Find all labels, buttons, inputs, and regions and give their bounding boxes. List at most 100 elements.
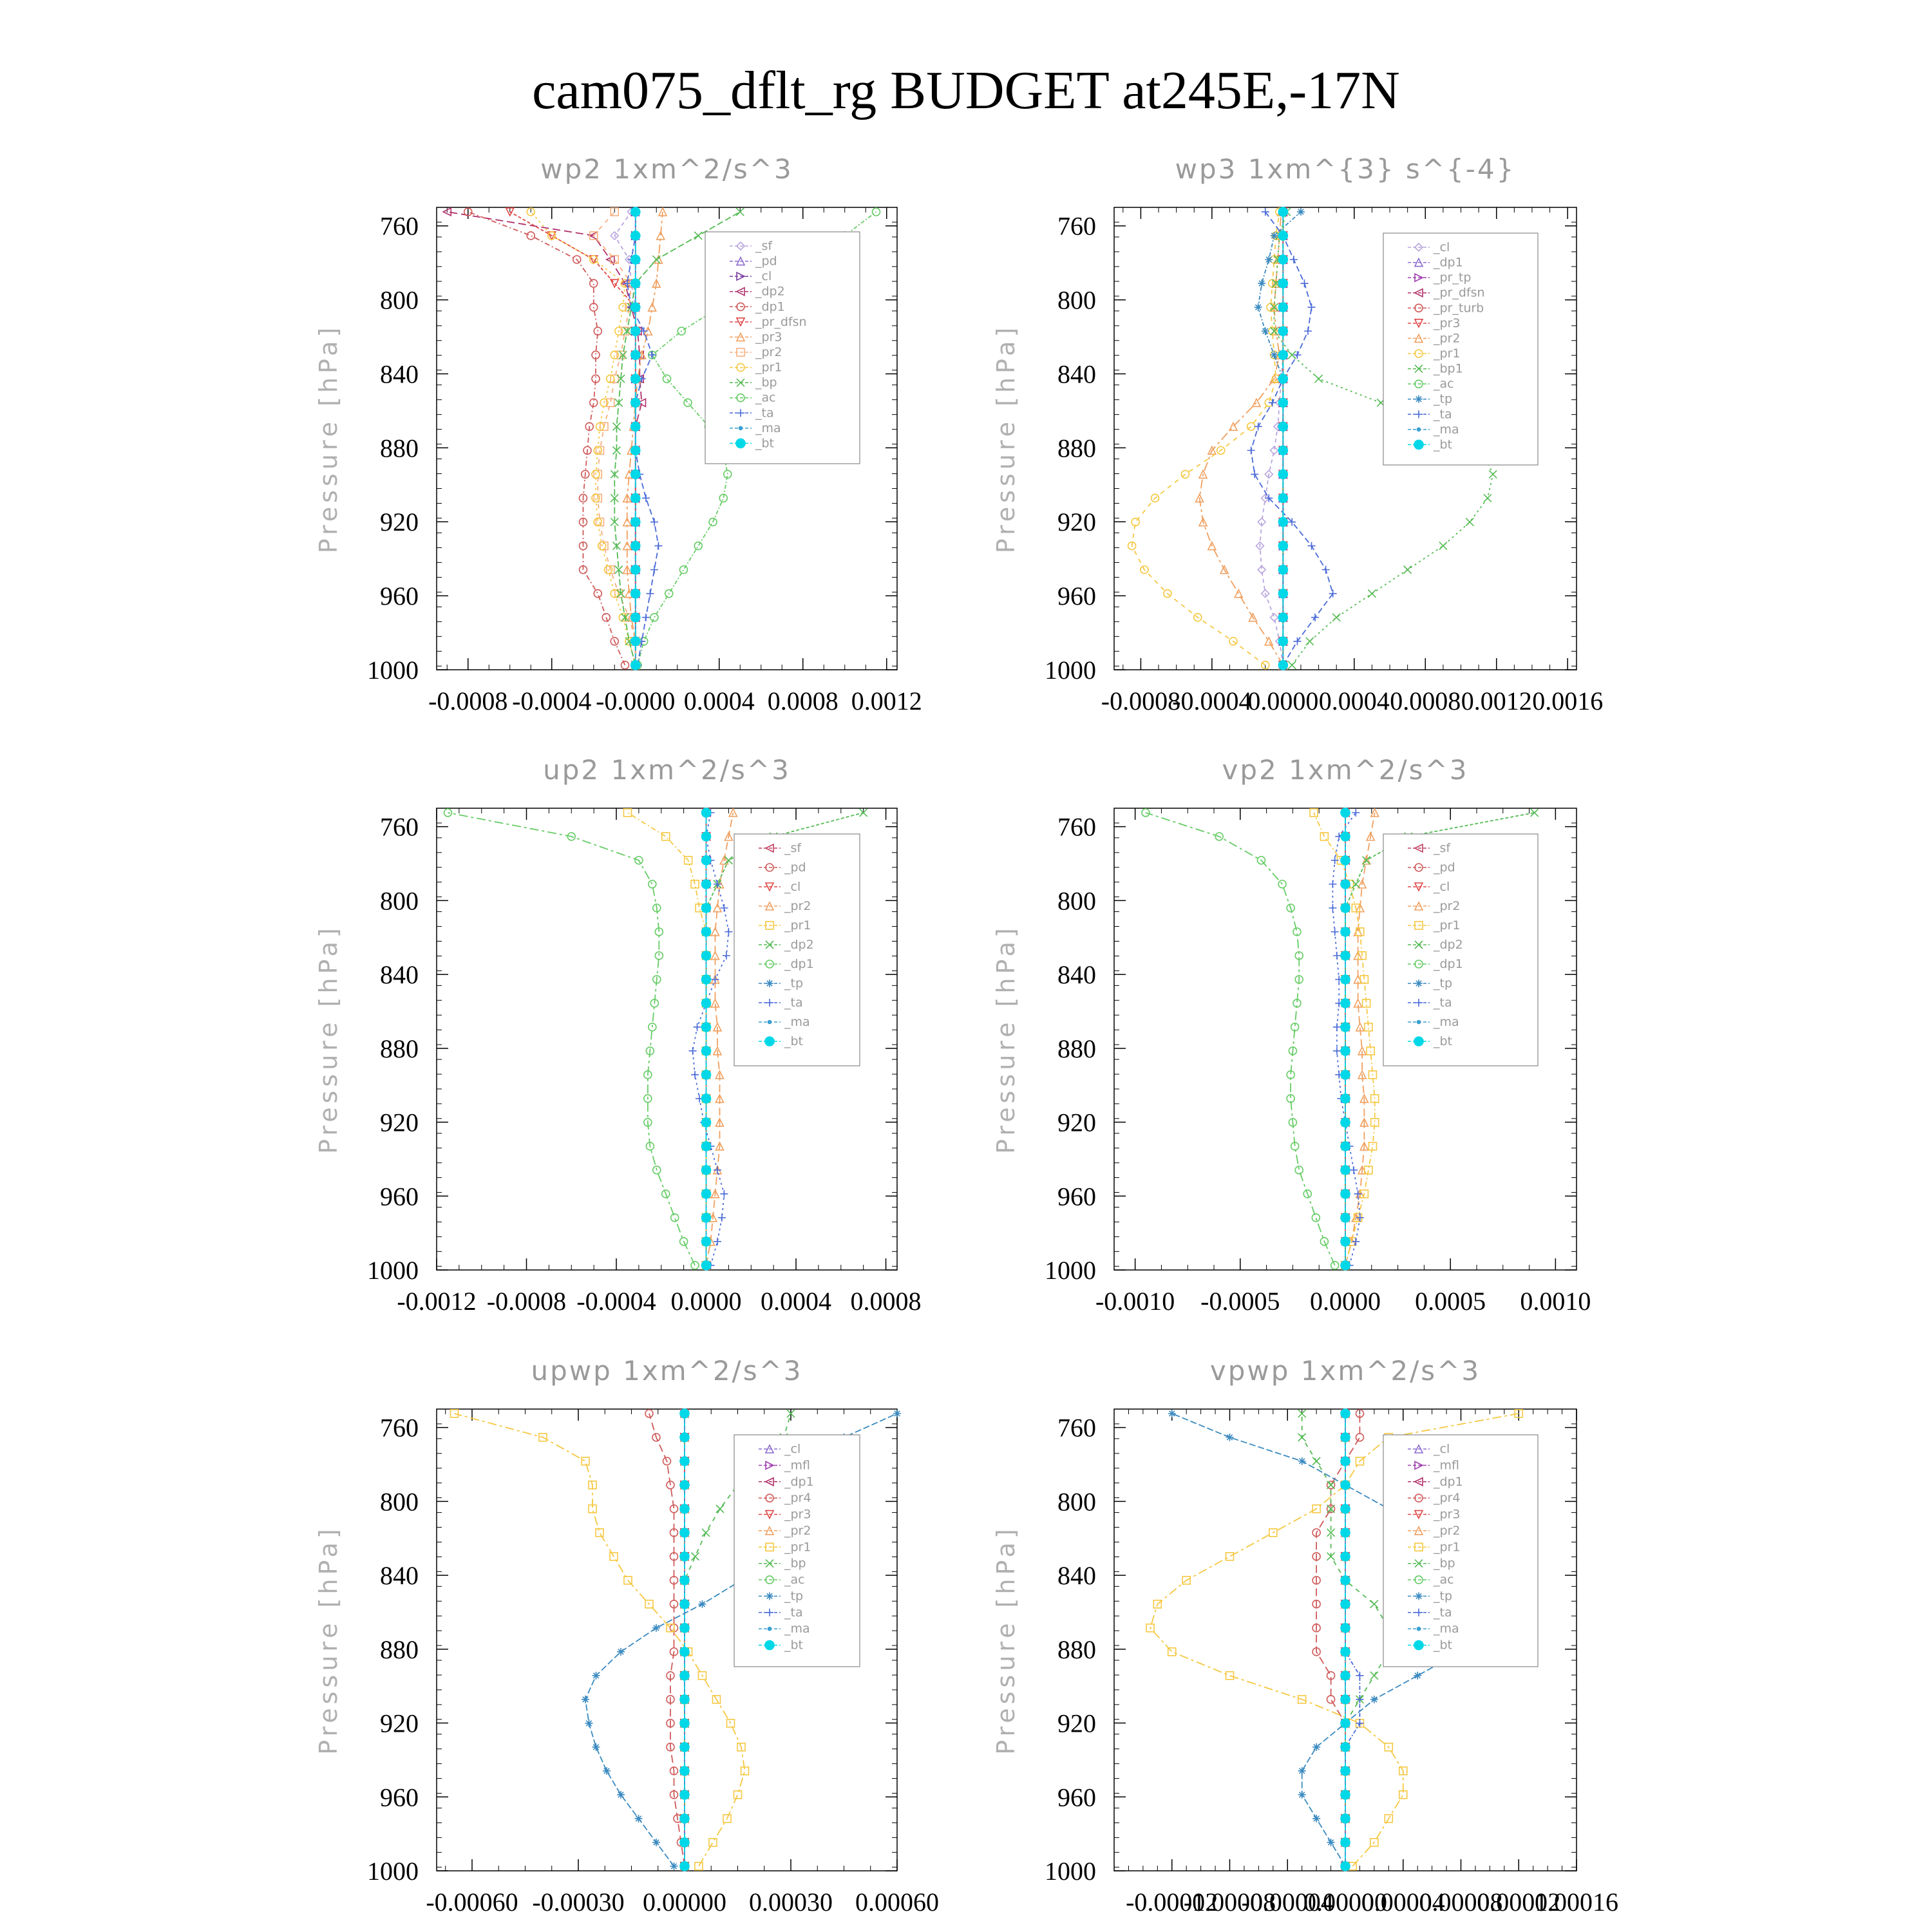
data-point — [593, 327, 603, 336]
legend-entry: _sf — [784, 841, 802, 855]
legend-marker — [765, 863, 774, 872]
x-tick-label: 0.0012 — [1461, 687, 1532, 715]
data-point — [679, 1790, 690, 1800]
data-point — [1356, 927, 1365, 936]
data-point — [726, 1719, 735, 1728]
legend-marker — [1416, 427, 1421, 432]
x-tick-label: 0.00000 — [1303, 1888, 1387, 1917]
data-point — [1340, 1117, 1350, 1128]
data-point — [610, 493, 619, 503]
data-point — [1350, 1166, 1358, 1174]
x-tick-label: -0.0004 — [512, 687, 591, 715]
x-tick-label: -0.0005 — [1200, 1287, 1280, 1316]
data-point — [1141, 808, 1150, 817]
panel-2: wp3 1xm^{3} s^{-4} Pressure [hPa] 760 800 84… — [992, 153, 1603, 715]
data-point — [652, 1433, 661, 1442]
data-point — [1332, 1046, 1341, 1055]
data-point — [1329, 904, 1337, 912]
legend-marker — [1415, 410, 1423, 419]
data-point — [614, 398, 623, 407]
data-point — [701, 1022, 712, 1032]
data-point — [740, 1766, 750, 1776]
data-point — [666, 1743, 675, 1752]
legend-marker — [737, 409, 744, 417]
data-point — [616, 589, 625, 598]
legend-entry: _pr4 — [1433, 1491, 1460, 1505]
data-point — [715, 1117, 724, 1127]
legend-entry: _pr1 — [784, 1540, 811, 1554]
series-bt — [679, 1408, 690, 1871]
data-point — [859, 808, 868, 817]
legend-entry: _ma — [1433, 1622, 1459, 1636]
data-point — [1327, 1838, 1335, 1846]
data-point — [719, 493, 728, 503]
x-tick-label: 0.0005 — [1415, 1287, 1486, 1316]
data-point — [664, 589, 674, 598]
data-point — [612, 542, 621, 551]
data-point — [645, 1142, 655, 1151]
y-tick-label: 1000 — [1045, 1256, 1096, 1285]
legend-marker — [1414, 1461, 1424, 1470]
data-point — [698, 1600, 706, 1608]
series-line — [1198, 211, 1284, 666]
data-point — [1300, 279, 1309, 288]
data-point — [1278, 588, 1289, 599]
data-point — [630, 207, 641, 217]
data-point — [701, 1094, 712, 1104]
data-point — [669, 1647, 679, 1656]
data-point — [1290, 1023, 1300, 1032]
data-point — [1307, 542, 1316, 550]
data-point — [589, 255, 598, 264]
data-point — [617, 1790, 625, 1799]
data-point — [1326, 1552, 1336, 1561]
data-point — [589, 303, 598, 312]
data-point — [1329, 589, 1337, 598]
y-tick-label: 880 — [1057, 1034, 1096, 1063]
data-point — [1254, 422, 1262, 431]
legend-marker — [764, 901, 775, 911]
series-cl — [1255, 207, 1288, 670]
data-point — [578, 517, 588, 527]
data-point — [645, 1409, 654, 1418]
legend-entry: _pr3 — [784, 1508, 811, 1522]
legend-marker — [764, 1444, 775, 1454]
data-point — [630, 397, 641, 408]
legend-marker — [1415, 1592, 1423, 1600]
data-point — [1340, 879, 1350, 889]
legend-entry: _pr_tp — [1433, 270, 1471, 285]
legend-marker — [1414, 1526, 1424, 1535]
legend-marker — [765, 1461, 775, 1470]
plot-frame — [436, 808, 898, 1271]
y-tick-label: 840 — [1057, 1561, 1096, 1590]
data-point — [610, 374, 620, 384]
data-point — [679, 1694, 690, 1705]
legend-marker — [1414, 1640, 1424, 1651]
y-tick-label: 920 — [1057, 507, 1096, 536]
data-point — [1289, 255, 1298, 263]
data-point — [701, 879, 712, 889]
data-point — [547, 231, 556, 240]
legend-entry: _pr2 — [784, 899, 811, 913]
data-point — [1514, 1409, 1524, 1418]
data-point — [1340, 1213, 1350, 1223]
y-tick-label: 840 — [380, 1561, 419, 1590]
legend-entry: _pr2 — [1433, 1524, 1460, 1538]
data-point — [1340, 1551, 1350, 1562]
y-tick-label: 880 — [380, 1635, 419, 1664]
legend-entry: _ta — [1433, 996, 1452, 1010]
data-point — [701, 1046, 712, 1056]
data-point — [1340, 1432, 1350, 1443]
legend-entry: _dp1 — [1433, 256, 1463, 270]
data-point — [630, 493, 641, 504]
legend-marker — [1414, 960, 1423, 969]
data-point — [610, 350, 620, 359]
data-point — [1340, 903, 1350, 913]
data-point — [710, 927, 720, 936]
data-point — [642, 494, 650, 502]
legend-entry: _sf — [1433, 841, 1451, 855]
data-point — [1293, 927, 1302, 936]
data-point — [715, 1094, 724, 1103]
data-point — [1287, 350, 1296, 359]
data-point — [690, 1552, 700, 1561]
